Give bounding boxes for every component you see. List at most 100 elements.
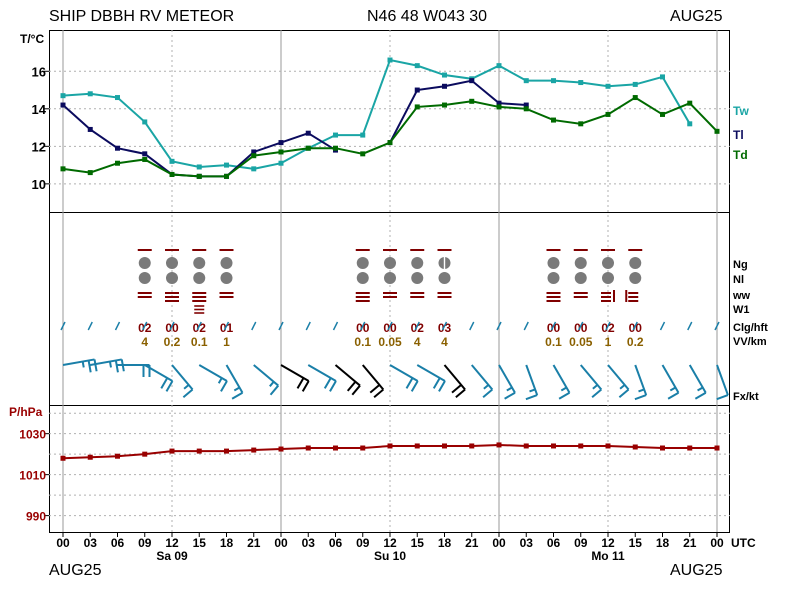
total-cloud-symbol — [602, 257, 614, 269]
visibility-value: 1 — [605, 335, 612, 349]
barb-full — [351, 384, 361, 396]
total-cloud-symbol — [166, 257, 178, 269]
temp-y-tick-label: 14 — [32, 102, 47, 117]
x-tick-label: 12 — [383, 536, 397, 550]
direction-tick — [169, 321, 175, 331]
barb-full — [667, 391, 679, 400]
date-bottom-right: AUG25 — [670, 562, 723, 579]
x-tick-label: 21 — [465, 536, 479, 550]
row-label: W1 — [733, 304, 750, 316]
barb-full — [373, 388, 384, 398]
barb-half — [592, 384, 599, 390]
wind-barb — [579, 364, 603, 398]
x-tick-label: 06 — [547, 536, 561, 550]
direction-tick — [332, 321, 339, 331]
barb-half — [619, 384, 626, 390]
x-tick-label: 09 — [138, 536, 152, 550]
ww-symbol — [546, 292, 561, 302]
x-tick-label: 15 — [193, 536, 207, 550]
direction-tick — [360, 321, 366, 331]
barb-full — [165, 380, 174, 392]
barb-half — [183, 384, 190, 390]
ceiling-value: 02 — [411, 321, 425, 335]
barb-shaft — [716, 364, 729, 396]
temp-axis-label: T/°C — [20, 32, 44, 46]
barb-full — [220, 380, 228, 392]
ww-symbol — [601, 290, 615, 302]
direction-tick — [196, 321, 202, 331]
ww-symbol — [137, 292, 152, 298]
barb-shaft — [389, 364, 419, 382]
wind-barb — [144, 364, 174, 392]
total-cloud-symbol — [629, 257, 642, 269]
ceiling-value: 03 — [438, 321, 452, 335]
barb-full — [591, 388, 602, 398]
ceiling-value: 02 — [193, 321, 207, 335]
barb-half — [638, 388, 645, 393]
barb-shaft — [498, 364, 516, 394]
ww-symbol — [573, 292, 588, 298]
barb-full — [451, 384, 462, 394]
series-line-tl — [389, 79, 527, 144]
barb-half — [697, 386, 704, 392]
x-unit-label: UTC — [731, 536, 756, 550]
barb-full — [269, 384, 280, 396]
wind-barb — [688, 364, 707, 400]
direction-tick — [469, 321, 475, 331]
barb-half — [81, 361, 85, 368]
visibility-value: 0.1 — [191, 335, 208, 349]
low-cloud-symbol — [356, 272, 369, 284]
temperature-panel: 10 12 14 16 — [32, 57, 720, 192]
temp-y-tick-label: 12 — [32, 139, 46, 154]
direction-tick — [60, 321, 66, 331]
visibility-value: 0.1 — [545, 335, 562, 349]
barb-shaft — [688, 364, 707, 394]
direction-tick — [87, 321, 93, 331]
barb-shaft — [361, 364, 385, 391]
total-cloud-symbol — [574, 257, 587, 269]
ceiling-value: 00 — [547, 321, 561, 335]
visibility-value: 0.05 — [378, 335, 402, 349]
barb-half — [233, 386, 241, 392]
barb-full — [329, 380, 337, 392]
wind-barb — [280, 364, 310, 392]
visibility-value: 0.1 — [354, 335, 371, 349]
wind-barb — [225, 364, 244, 400]
axis-labels: T/°C Tw Tl Td P/hPa Ng Nl ww W1 Clg/hft VV/km Fx/kt — [9, 32, 768, 419]
visibility-value: 0.05 — [569, 335, 593, 349]
barb-half — [108, 361, 112, 368]
low-cloud-symbol — [384, 272, 396, 284]
direction-tick — [550, 321, 557, 331]
x-tick-label: 15 — [411, 536, 425, 550]
barb-half — [560, 386, 567, 392]
barb-full — [438, 380, 446, 392]
barb-full — [716, 394, 729, 401]
ww-symbol — [383, 292, 397, 298]
direction-tick — [441, 321, 448, 331]
ceiling-value: 00 — [574, 321, 588, 335]
direction-tick — [605, 321, 611, 331]
wind-barb — [307, 364, 337, 392]
ceiling-value: 00 — [629, 321, 643, 335]
series-line-tw — [62, 58, 691, 170]
legend-tl: Tl — [733, 128, 744, 142]
x-tick-label: 12 — [601, 536, 615, 550]
barb-shaft — [334, 364, 361, 387]
visibility-value: 4 — [414, 335, 421, 349]
pressure-y-tick-label: 990 — [26, 510, 46, 524]
x-tick-label: 00 — [274, 536, 288, 550]
direction-tick — [687, 321, 693, 331]
x-tick-label: 06 — [111, 536, 125, 550]
barb-shaft — [607, 364, 630, 391]
direction-tick — [114, 321, 121, 331]
x-tick-label: 18 — [438, 536, 452, 550]
pressure-y-tick-label: 1010 — [19, 469, 46, 483]
direction-tick — [632, 321, 638, 331]
total-cloud-symbol — [220, 257, 233, 269]
low-cloud-symbol — [574, 272, 587, 284]
barb-full — [87, 360, 92, 373]
barb-shaft — [253, 364, 279, 387]
barb-full — [455, 388, 466, 398]
wind-barb — [389, 364, 419, 392]
ww-symbol — [219, 292, 234, 298]
